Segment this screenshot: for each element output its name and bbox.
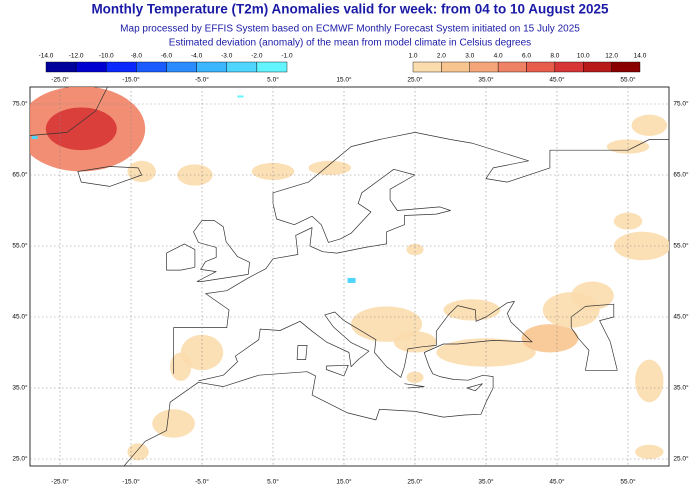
anomaly-area — [406, 243, 424, 256]
colorbar-swatch — [226, 61, 258, 73]
colorbar-label: -4.0 — [191, 53, 203, 60]
colorbar-swatch — [526, 61, 556, 73]
coastline — [193, 220, 250, 282]
lat-label: 25.0° — [673, 455, 689, 463]
colorbar-label: -6.0 — [161, 53, 173, 60]
colorbar-label: -10.0 — [99, 53, 114, 60]
coastline — [166, 243, 196, 271]
colorbar-label: 12.0 — [605, 53, 618, 60]
anomaly-area — [347, 277, 356, 283]
anomaly-area — [613, 212, 643, 230]
colorbar-label: 3.0 — [465, 53, 474, 60]
colorbar-label: -3.0 — [221, 53, 233, 60]
lon-label: -15.0° — [122, 478, 140, 486]
lon-label: -25.0° — [51, 478, 69, 486]
lon-label: 15.0° — [336, 478, 352, 486]
lon-label: 35.0° — [478, 76, 494, 84]
anomaly-area — [521, 324, 579, 353]
anomaly-area — [152, 409, 195, 438]
colorbar-swatch — [196, 61, 227, 73]
lon-label: -5.0° — [195, 76, 209, 84]
colorbar-swatch — [611, 61, 641, 73]
lon-label: 55.0° — [620, 478, 636, 486]
lon-label: 15.0° — [336, 76, 352, 84]
colorbar-swatch — [166, 61, 197, 73]
colorbar-swatch — [106, 61, 137, 73]
colorbar-label: -1.0 — [281, 53, 293, 60]
lat-label: 65.0° — [12, 171, 28, 179]
note: Estimated deviation (anomaly) of the mea… — [169, 38, 531, 49]
anomaly-area — [613, 231, 669, 261]
colorbar-label: 8.0 — [550, 53, 559, 60]
lon-label: -25.0° — [51, 76, 69, 84]
colorbar-swatch — [412, 61, 442, 73]
coastline — [30, 87, 108, 136]
anomaly-area — [406, 371, 424, 384]
coastline — [77, 166, 143, 187]
anomaly-area — [31, 135, 38, 139]
anomaly-area — [571, 281, 614, 310]
colorbar-swatch — [554, 61, 584, 73]
lon-label: 25.0° — [407, 76, 423, 84]
lat-label: 75.0° — [12, 100, 28, 108]
lat-label: 25.0° — [12, 455, 28, 463]
coastline — [404, 383, 425, 389]
lat-label: 55.0° — [12, 242, 28, 250]
lon-label: -5.0° — [195, 478, 209, 486]
colorbar-label: 1.0 — [408, 53, 417, 60]
anomaly-area — [631, 114, 668, 136]
anomaly-area — [443, 299, 501, 321]
colorbar-label: -12.0 — [69, 53, 84, 60]
anomaly-area — [45, 107, 117, 151]
lon-label: 45.0° — [549, 478, 565, 486]
colorbar-swatch — [136, 61, 167, 73]
lat-label: 45.0° — [12, 313, 28, 321]
anomaly-area — [635, 444, 664, 459]
colorbar-label: -14.0 — [39, 53, 54, 60]
anomaly-area — [308, 160, 352, 175]
colorbar-label: 4.0 — [494, 53, 503, 60]
colorbar-swatch — [75, 61, 107, 73]
colorbar-swatch — [441, 61, 470, 73]
colorbar-swatch — [497, 61, 527, 73]
lat-label: 35.0° — [12, 384, 28, 392]
colorbar-swatch — [583, 61, 612, 73]
colorbar-label: 6.0 — [522, 53, 531, 60]
lon-label: 45.0° — [549, 76, 565, 84]
lon-label: -15.0° — [122, 76, 140, 84]
anomaly-area — [393, 331, 437, 353]
lat-label: 45.0° — [673, 313, 689, 321]
anomaly-area — [170, 352, 192, 381]
coastline — [123, 301, 533, 466]
lat-label: 35.0° — [673, 384, 689, 392]
lat-label: 75.0° — [673, 100, 689, 108]
coastline — [296, 345, 308, 360]
lon-label: 5.0° — [267, 478, 279, 486]
lon-label: 25.0° — [407, 478, 423, 486]
colorbar-label: 2.0 — [437, 53, 446, 60]
lon-label: 5.0° — [267, 76, 279, 84]
colorbar-label: 10.0 — [577, 53, 590, 60]
colorbar-swatch — [45, 61, 77, 73]
coastline — [570, 303, 618, 371]
anomaly-area — [237, 95, 244, 98]
title: Monthly Temperature (T2m) Anomalies vali… — [91, 2, 609, 17]
colorbar-label: 14.0 — [634, 53, 647, 60]
coastline — [173, 132, 669, 374]
colorbar-swatch — [469, 61, 499, 73]
lat-label: 55.0° — [673, 242, 689, 250]
subtitle: Map processed by EFFIS System based on E… — [120, 24, 580, 35]
colorbar-swatch — [256, 61, 288, 73]
anomaly-area — [635, 359, 664, 403]
lon-label: 35.0° — [478, 478, 494, 486]
anomaly-area — [127, 160, 156, 183]
lat-label: 65.0° — [673, 171, 689, 179]
coastline — [466, 383, 483, 392]
colorbar-label: -2.0 — [251, 53, 263, 60]
colorbar-label: -8.0 — [131, 53, 143, 60]
lon-label: 55.0° — [620, 76, 636, 84]
